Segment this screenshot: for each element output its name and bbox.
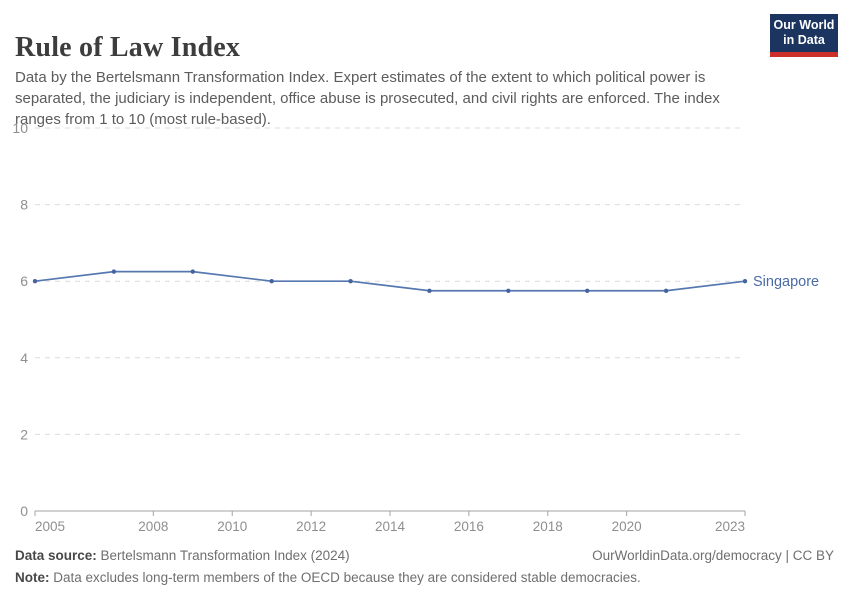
owid-logo[interactable]: Our World in Data [770, 14, 838, 57]
x-tick-label-2020: 2020 [612, 519, 642, 534]
x-tick-label-2016: 2016 [454, 519, 484, 534]
x-tick-label-2008: 2008 [138, 519, 168, 534]
series-line-singapore[interactable] [34, 270, 746, 292]
y-tick-label-2: 2 [20, 426, 28, 442]
x-tick-label-2010: 2010 [217, 519, 247, 534]
series-label-singapore[interactable]: Singapore [753, 274, 819, 290]
y-tick-label-4: 4 [20, 350, 28, 366]
x-tick-label-2005: 2005 [35, 519, 65, 534]
chart-subtitle: Data by the Bertelsmann Transformation I… [15, 69, 720, 128]
x-tick-label-2023: 2023 [715, 519, 745, 534]
data-point-2005[interactable] [32, 279, 38, 284]
data-point-2007[interactable] [111, 269, 117, 274]
page-title: Rule of Law Index [15, 31, 241, 63]
y-tick-label-0: 0 [20, 503, 28, 519]
attribution-link[interactable]: OurWorldinData.org/democracy | CC BY [592, 548, 834, 563]
x-tick-label-2014: 2014 [375, 519, 406, 534]
data-point-2021[interactable] [663, 288, 669, 293]
owid-logo-line2: in Data [783, 33, 825, 47]
y-tick-label-10: 10 [12, 120, 28, 136]
data-point-2011[interactable] [269, 279, 274, 284]
data-point-2015[interactable] [427, 288, 432, 293]
line-chart: 0 2 4 6 8 10 2005 2008 2010 2012 2014 2016 2018 2020 2… [12, 120, 819, 534]
data-point-2013[interactable] [348, 279, 353, 284]
note-value: Data excludes long-term members of the O… [49, 570, 641, 585]
note-label: Note: [15, 570, 50, 585]
data-point-2023[interactable] [742, 279, 748, 284]
data-source-text: Data source: Bertelsmann Transformation … [15, 548, 350, 563]
data-point-2019[interactable] [585, 288, 590, 293]
owid-logo-line1: Our World [773, 18, 835, 32]
data-point-2017[interactable] [506, 288, 511, 293]
data-source-value: Bertelsmann Transformation Index (2024) [96, 548, 350, 563]
chart-footer: Data source: Bertelsmann Transformation … [15, 548, 834, 585]
y-tick-label-8: 8 [20, 197, 28, 213]
owid-logo-red-bar [770, 52, 838, 57]
footer-note: Note: Data excludes long-term members of… [15, 570, 834, 585]
data-point-2009[interactable] [190, 269, 195, 274]
x-tick-label-2018: 2018 [533, 519, 563, 534]
owid-logo-text: Our World in Data [770, 14, 838, 52]
data-source-label: Data source: [15, 548, 97, 563]
y-tick-label-6: 6 [20, 273, 28, 289]
x-tick-label-2012: 2012 [296, 519, 326, 534]
